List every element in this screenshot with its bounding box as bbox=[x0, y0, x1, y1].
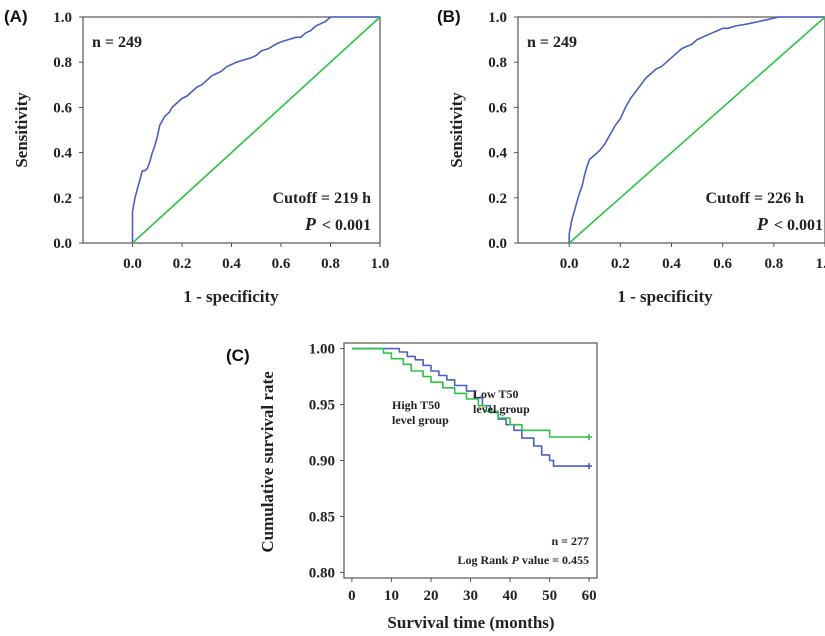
x-tick-label: 50 bbox=[542, 588, 557, 604]
panel-b-cutoff-label: Cutoff = 226 h bbox=[706, 190, 805, 207]
panel-c-label: (C) bbox=[226, 346, 250, 365]
low-group-label-line-1: Low T50 bbox=[473, 387, 518, 401]
y-tick-label: 0.95 bbox=[309, 398, 335, 414]
panel-a-series bbox=[131, 16, 381, 244]
panel-c-y-ticks: 0.80 0.85 0.90 0.95 1.00 bbox=[309, 342, 344, 581]
y-tick-label: 1.0 bbox=[488, 10, 507, 26]
panel-a-n-label: n = 249 bbox=[92, 34, 142, 51]
y-tick-label: 1.00 bbox=[309, 342, 335, 358]
panel-a-p-label: P < 0.001 bbox=[304, 214, 371, 234]
y-tick-label: 0.8 bbox=[53, 55, 72, 71]
panel-b-n-label: n = 249 bbox=[527, 34, 577, 51]
series-line-1 bbox=[568, 16, 825, 243]
panel-a-cutoff-label: Cutoff = 219 h bbox=[273, 190, 372, 207]
panel-b-y-axis-title: Sensitivity bbox=[447, 92, 466, 168]
high-group-label-line-2: level group bbox=[392, 413, 449, 427]
y-tick-label: 0.4 bbox=[53, 146, 72, 162]
x-tick-label: 1.0 bbox=[816, 256, 825, 272]
panel-b-x-ticks: 0.0 0.2 0.4 0.6 0.8 1.0 bbox=[560, 243, 825, 272]
panel-c-n-label: n = 277 bbox=[551, 534, 589, 548]
series-line-2 bbox=[568, 16, 825, 244]
panel-b-p-label: P < 0.001 bbox=[756, 214, 823, 234]
y-tick-label: 0.80 bbox=[309, 565, 335, 581]
y-tick-label: 0.2 bbox=[53, 191, 72, 207]
x-tick-label: 0.6 bbox=[272, 256, 291, 272]
y-tick-label: 0.85 bbox=[309, 509, 335, 525]
x-tick-label: 20 bbox=[423, 588, 438, 604]
panel-c-x-axis-title: Survival time (months) bbox=[387, 613, 554, 632]
x-tick-label: 0.6 bbox=[713, 256, 732, 272]
y-tick-label: 0.90 bbox=[309, 454, 335, 470]
censor-marker bbox=[586, 434, 593, 440]
panel-a: (A) 0.0 0.2 0.4 0.6 0.8 1.0 0.0 0.2 0.4 0.6 0.8 1.… bbox=[4, 7, 389, 306]
y-tick-label: 1.0 bbox=[53, 10, 72, 26]
panel-b-y-ticks: 0.0 0.2 0.4 0.6 0.8 1.0 bbox=[488, 10, 518, 252]
panel-a-x-ticks: 0.0 0.2 0.4 0.6 0.8 1.0 bbox=[123, 243, 389, 272]
panel-a-y-ticks: 0.0 0.2 0.4 0.6 0.8 1.0 bbox=[53, 10, 83, 252]
x-tick-label: 10 bbox=[384, 588, 399, 604]
series-line-2 bbox=[131, 16, 381, 244]
panel-c-y-axis-title: Cumulative survival rate bbox=[258, 371, 277, 553]
low-group-label-line-2: level group bbox=[473, 402, 530, 416]
panel-c: (C) 0.80 0.85 0.90 0.95 1.00 0 10 20 30 40 50 60 L… bbox=[226, 342, 598, 632]
x-tick-label: 0.0 bbox=[123, 256, 142, 272]
x-tick-label: 60 bbox=[582, 588, 597, 604]
y-tick-label: 0.0 bbox=[53, 236, 72, 252]
x-tick-label: 0.8 bbox=[764, 256, 783, 272]
x-tick-label: 0.4 bbox=[222, 256, 241, 272]
x-tick-label: 30 bbox=[463, 588, 478, 604]
series-line-2 bbox=[351, 347, 590, 438]
x-tick-label: 0.0 bbox=[560, 256, 579, 272]
x-tick-label: 1.0 bbox=[371, 256, 390, 272]
censor-marker bbox=[586, 463, 593, 470]
x-tick-label: 0 bbox=[348, 588, 356, 604]
y-tick-label: 0.6 bbox=[53, 100, 72, 116]
y-tick-label: 0.6 bbox=[488, 100, 507, 116]
y-tick-label: 0.8 bbox=[488, 55, 507, 71]
x-tick-label: 0.4 bbox=[662, 256, 681, 272]
panel-b: (B) 0.0 0.2 0.4 0.6 0.8 1.0 0.0 0.2 0.4 0.6 0.8 1.… bbox=[437, 7, 825, 306]
series-line-1 bbox=[351, 347, 590, 467]
panel-c-x-ticks: 0 10 20 30 40 50 60 bbox=[348, 578, 597, 604]
x-tick-label: 0.2 bbox=[611, 256, 630, 272]
panel-a-y-axis-title: Sensitivity bbox=[12, 92, 31, 168]
x-tick-label: 40 bbox=[503, 588, 518, 604]
panel-b-series bbox=[568, 16, 825, 244]
panel-b-label: (B) bbox=[437, 7, 461, 26]
series-line-1 bbox=[131, 16, 380, 243]
x-tick-label: 0.8 bbox=[321, 256, 340, 272]
y-tick-label: 0.4 bbox=[488, 146, 507, 162]
y-tick-label: 0.2 bbox=[488, 191, 507, 207]
panel-c-series bbox=[351, 347, 593, 470]
y-tick-label: 0.0 bbox=[488, 236, 507, 252]
panel-b-x-axis-title: 1 - specificity bbox=[617, 287, 713, 306]
high-group-label-line-1: High T50 bbox=[392, 398, 440, 412]
panel-a-x-axis-title: 1 - specificity bbox=[183, 287, 279, 306]
x-tick-label: 0.2 bbox=[173, 256, 192, 272]
panel-a-label: (A) bbox=[4, 7, 28, 26]
